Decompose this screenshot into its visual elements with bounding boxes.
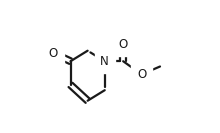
Text: N: N [100,55,109,68]
Text: O: O [49,47,58,60]
Text: O: O [119,38,128,51]
Text: O: O [137,68,146,81]
